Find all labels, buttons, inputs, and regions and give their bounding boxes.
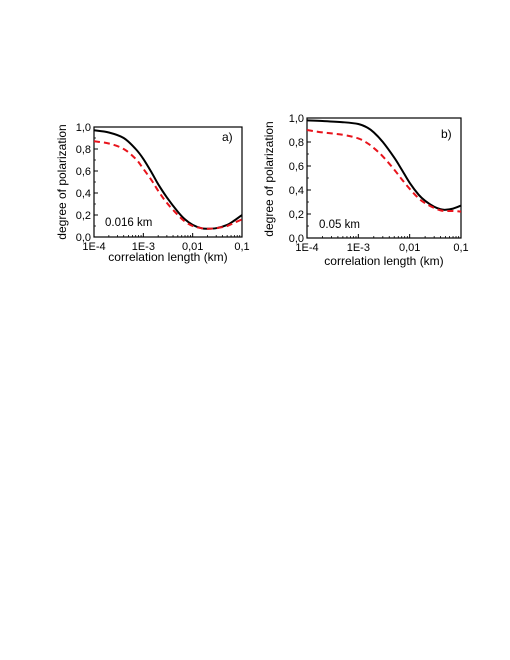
panel-b-y-tick-label: 1,0 (289, 113, 304, 125)
panel-a-annotation: 0.016 km (105, 217, 152, 229)
panel-a-x-axis-title: correlation length (km) (108, 250, 227, 264)
panel-b-x-axis-title: correlation length (km) (324, 254, 443, 268)
panel-a-series-dashed-red-line (93, 140, 243, 230)
panel-a-y-tick-label: 0,2 (76, 210, 91, 222)
panel-b-x-tick-label: 0,01 (399, 242, 420, 254)
panel-a-y-tick-label: 0,4 (76, 188, 91, 200)
panel-a: a) 0.016 km correlation length (km) degr… (55, 122, 250, 264)
panel-a-x-tick-label: 1E-3 (132, 241, 155, 253)
panel-b-y-tick-label: 0,8 (289, 137, 304, 149)
panel-a-y-tick-label: 0,8 (76, 144, 91, 156)
panel-b-x-tick-label: 1E-4 (295, 242, 318, 254)
panel-a-tick-marks (93, 126, 243, 238)
panel-a-x-tick-label: 1E-4 (82, 241, 105, 253)
panel-b-series-dashed-red-line (306, 129, 462, 213)
panel-a-tick-labels: 1E-4 1E-3 0,01 0,1 0,0 0,2 0,4 0,6 0,8 1,0 (76, 122, 250, 253)
panel-a-series (93, 129, 243, 230)
panel-a-y-axis-title: degree of polarization (55, 124, 69, 239)
panel-b-x-tick-label: 0,1 (453, 242, 468, 254)
panel-b-annotation: 0.05 km (319, 219, 360, 231)
panel-a-x-tick-label: 0,1 (234, 241, 249, 253)
panel-a-label: a) (222, 130, 233, 144)
panel-b-y-tick-label: 0,2 (289, 209, 304, 221)
panel-b-tick-marks (306, 117, 462, 239)
panel-b-series (306, 119, 462, 213)
panel-b-y-tick-label: 0,6 (289, 161, 304, 173)
panel-b-y-tick-label: 0,0 (289, 233, 304, 245)
panel-b-series-solid-black-line (306, 119, 462, 211)
panel-b-x-tick-label: 1E-3 (347, 242, 370, 254)
panel-b-label: b) (441, 127, 452, 141)
panel-b: b) 0.05 km correlation length (km) degre… (262, 113, 469, 268)
panel-b-y-tick-label: 0,4 (289, 185, 304, 197)
panel-b-y-axis-title: degree of polarization (262, 121, 276, 236)
panel-a-y-tick-label: 1,0 (76, 122, 91, 134)
panel-a-y-tick-label: 0,6 (76, 166, 91, 178)
panel-b-tick-labels: 1E-4 1E-3 0,01 0,1 0,0 0,2 0,4 0,6 0,8 1,0 (289, 113, 469, 254)
panel-a-y-tick-label: 0,0 (76, 232, 91, 244)
panel-a-x-tick-label: 0,01 (182, 241, 203, 253)
